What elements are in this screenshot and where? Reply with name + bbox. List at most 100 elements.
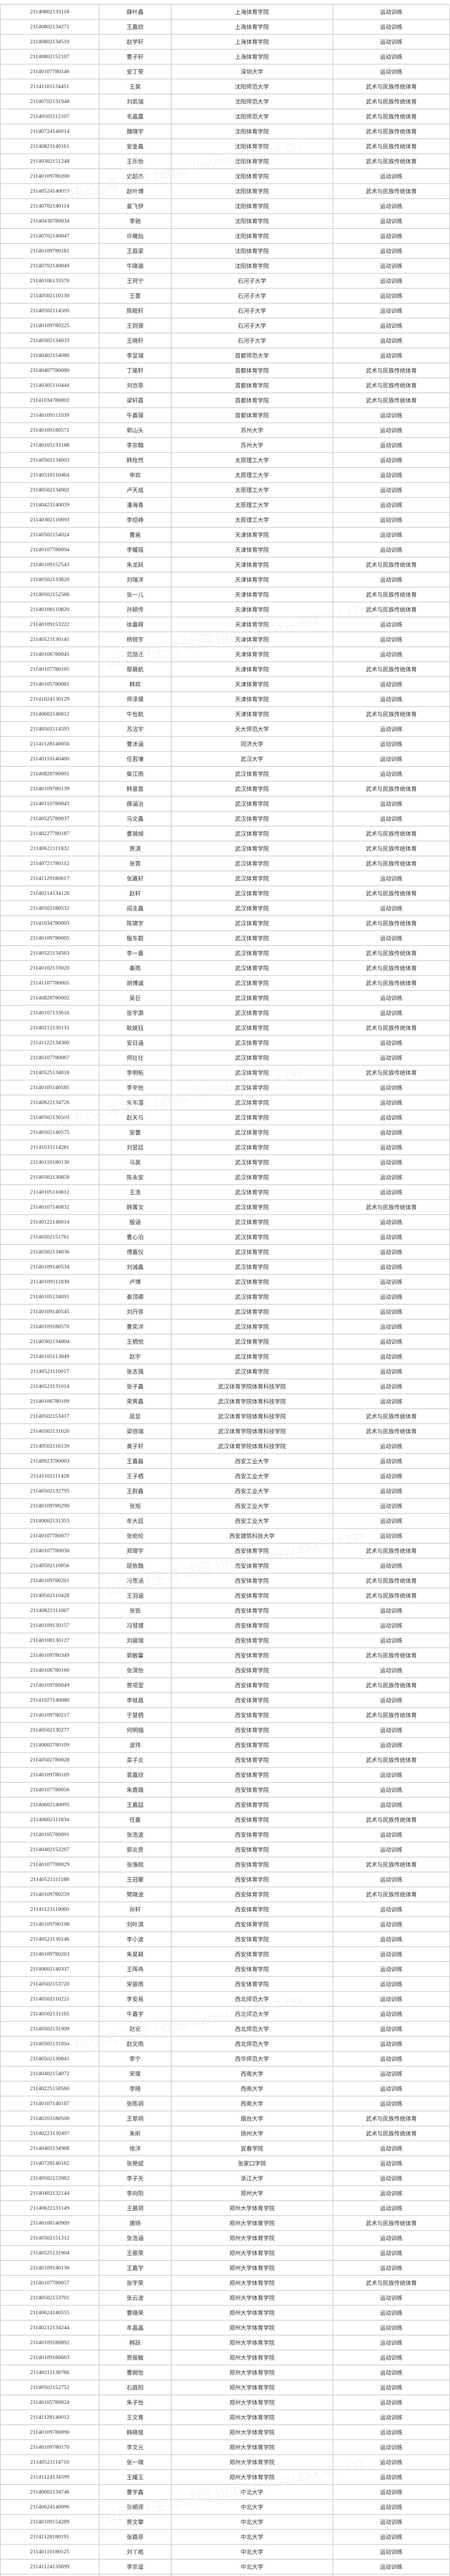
table-row: 21140110140400任若壤武汉大学运动训练 (1, 752, 450, 767)
cell-school: 扬州大学 (171, 2126, 333, 2141)
cell-school: 武汉体育学院 (171, 886, 333, 901)
table-row: 21140110780043薛涵冶武汉体育学院运动训练 (1, 796, 450, 811)
cell-name: 屈依融 (99, 1558, 171, 1573)
cell-major: 运动训练 (333, 2395, 450, 2410)
cell-major: 运动训练 (333, 737, 450, 752)
cell-school: 中北大学 (171, 2560, 333, 2574)
table-row: 21140802134510赵学轩上海体育学院运动训练 (1, 35, 450, 49)
cell-school: 西安体育学院 (171, 1753, 333, 1768)
cell-id: 21140502114500 (1, 303, 99, 318)
cell-major: 运动训练 (333, 2545, 450, 2560)
cell-id: 21140702131948 (1, 94, 99, 109)
cell-major: 运动训练 (333, 2201, 450, 2216)
cell-school: 武汉体育学院 (171, 1065, 333, 1080)
table-row: 21140521114710张一啸郑州大学体育学院运动训练 (1, 2455, 450, 2470)
cell-major: 运动训练 (333, 1992, 450, 2007)
table-row: 21140923780003王嘉磊西安工业大学运动训练 (1, 1454, 450, 1469)
cell-id: 21140521130141 (1, 632, 99, 647)
cell-id: 21140212130131 (1, 1021, 99, 1036)
cell-major: 运动训练 (333, 2380, 450, 2395)
cell-id: 21140502132795 (1, 1484, 99, 1499)
cell-id: 21140109140130 (1, 2261, 99, 2276)
cell-id: 21140109780259 (1, 1887, 99, 1902)
cell-school: 武汉体育学院 (171, 856, 333, 871)
table-row: 21140225150560李晓西南大学运动训练 (1, 2081, 450, 2096)
cell-major: 运动训练 (333, 2530, 450, 2545)
cell-id: 21140302134004 (1, 1334, 99, 1349)
table-row: 21140107780146安丁荣深圳大学运动训练 (1, 64, 450, 79)
cell-name: 刘岂菲 (99, 378, 171, 393)
cell-name: 吴巨 (99, 991, 171, 1006)
cell-id: 21140109780198 (1, 1917, 99, 1932)
cell-major: 运动训练 (333, 2066, 450, 2081)
cell-id: 21140821140161 (1, 139, 99, 154)
cell-major: 运动训练 (333, 2141, 450, 2156)
table-row: 21141107780005胡博诚武汉体育学院武术与民族传统体育 (1, 976, 450, 991)
cell-name: 卢天成 (99, 483, 171, 498)
cell-school: 太原理工大学 (171, 483, 333, 498)
cell-major: 运动训练 (333, 1917, 450, 1932)
cell-id: 21140110780043 (1, 796, 99, 811)
cell-school: 中北大学 (171, 2515, 333, 2530)
cell-major: 武术与民族传统体育 (333, 184, 450, 199)
cell-name: 韩菁文 (99, 1200, 171, 1215)
table-row: 21141128180191张路菲中北大学运动训练 (1, 2530, 450, 2545)
cell-name: 秦顶卿 (99, 1290, 171, 1304)
cell-school: 武汉体育学院体育科技学院 (171, 1379, 333, 1394)
cell-name: 韩晓锟 (99, 2425, 171, 2440)
table-row: 21140214134126赵轩武汉体育学院武术与民族传统体育 (1, 886, 450, 901)
cell-id: 21140110180125 (1, 2545, 99, 2560)
cell-major: 运动训练 (333, 2007, 450, 2022)
cell-id: 21140105134091 (1, 1290, 99, 1304)
cell-major: 武术与民族传统体育 (333, 961, 450, 976)
cell-school: 天津体育学院 (171, 572, 333, 587)
cell-id: 21140107140167 (1, 2096, 99, 2111)
cell-id: 21140109780217 (1, 1708, 99, 1723)
table-row: 21141101134451王昊沈阳师范大学武术与民族传统体育 (1, 79, 450, 94)
cell-major: 运动训练 (333, 2291, 450, 2306)
cell-name: 李宁 (99, 2052, 171, 2066)
cell-major: 运动训练 (333, 1768, 450, 1783)
table-row: 21140107780067师壮壮武汉体育学院运动训练 (1, 1050, 450, 1065)
cell-major: 武术与民族传统体育 (333, 587, 450, 602)
cell-id: 21141128180191 (1, 2530, 99, 2545)
cell-school: 武汉体育学院 (171, 916, 333, 931)
cell-name: 殷涵 (99, 1215, 171, 1230)
cell-school: 石河子大学 (171, 318, 333, 333)
cell-major: 运动训练 (333, 274, 450, 289)
cell-major: 运动训练 (333, 513, 450, 528)
cell-name: 刘叶淇 (99, 1917, 171, 1932)
cell-major: 运动训练 (333, 1334, 450, 1349)
cell-id: 21140109780268 (1, 2574, 99, 2576)
table-row: 21140702140047许曦灿沈阳体育学院运动训练 (1, 229, 450, 244)
cell-school: 武汉体育学院 (171, 1110, 333, 1125)
cell-name: 刘昱廷 (99, 1140, 171, 1155)
cell-school: 天津体育学院 (171, 692, 333, 707)
cell-id: 21140802133118 (1, 5, 99, 20)
cell-major: 运动训练 (333, 677, 450, 692)
cell-name: 朱龙跃 (99, 557, 171, 572)
cell-id: 21140502130841 (1, 2052, 99, 2066)
cell-id: 21140105780081 (1, 677, 99, 692)
cell-school: 中北大学 (171, 2530, 333, 2545)
cell-major: 运动训练 (333, 1962, 450, 1977)
cell-name: 魏晓宇 (99, 124, 171, 139)
cell-id: 21140702140114 (1, 199, 99, 214)
table-row: 21140502110130王蔷石河子大学运动训练 (1, 289, 450, 303)
cell-school: 郑州大学体育学院 (171, 2455, 333, 2470)
cell-school: 武汉体育学院 (171, 811, 333, 826)
cell-major: 运动训练 (333, 2096, 450, 2111)
cell-name: 郭山头 (99, 423, 171, 438)
cell-name: 李安易 (99, 1992, 171, 2007)
cell-id: 21140624140096 (1, 2500, 99, 2515)
cell-name: 陈永安 (99, 1170, 171, 1185)
table-row: 21140802134271王嘉欣上海体育学院运动训练 (1, 20, 450, 35)
cell-school: 郑州大学体育学院 (171, 2291, 333, 2306)
cell-name: 朱昊颖 (99, 1947, 171, 1962)
table-row: 21140109780139韩意笛武汉体育学院武术与民族传统体育 (1, 782, 450, 796)
cell-id: 21140521131014 (1, 1379, 99, 1394)
table-row: 21140502130504赵天与武汉体育学院运动训练 (1, 1110, 450, 1125)
table-row: 21140602140812牛怡航天津体育学院武术与民族传统体育 (1, 707, 450, 722)
cell-name: 唐旸 (99, 2216, 171, 2231)
cell-school: 郑州大学体育学院 (171, 2320, 333, 2335)
